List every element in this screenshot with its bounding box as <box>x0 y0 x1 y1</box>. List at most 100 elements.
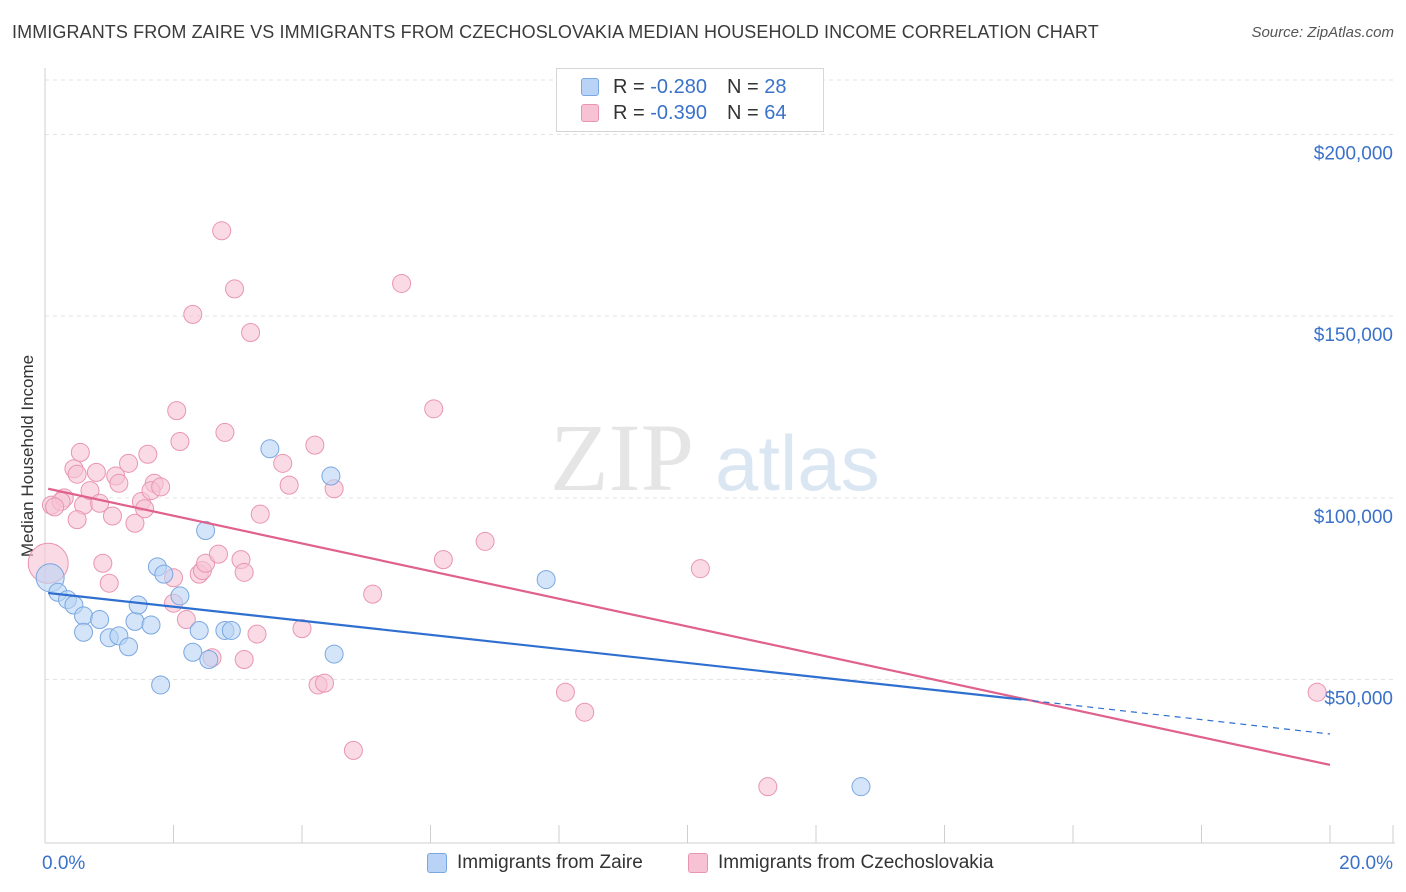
zaire-point <box>128 595 148 615</box>
czech-point <box>241 323 261 343</box>
czech-point <box>109 473 129 493</box>
legend-r-label: R = <box>613 101 645 124</box>
czech-point <box>250 504 270 524</box>
zaire-point <box>199 650 219 670</box>
legend-r-label: R = <box>613 75 645 98</box>
zaire-point <box>183 642 203 662</box>
bottom-legend-zaire-label: Immigrants from Zaire <box>457 852 643 873</box>
czech-point <box>392 273 412 293</box>
czech-point <box>475 531 495 551</box>
y-tick-label: $150,000 <box>1314 325 1393 346</box>
x-tick-label: 20.0% <box>1339 853 1393 874</box>
czech-point <box>555 682 575 702</box>
czech-point <box>70 442 90 462</box>
legend-swatch-zaire <box>581 78 599 96</box>
x-tick-label: 0.0% <box>42 853 85 874</box>
czech-point <box>758 777 778 797</box>
zaire-point <box>536 570 556 590</box>
bottom-swatch-czech <box>688 853 708 873</box>
legend-n-value-zaire: 28 <box>764 75 787 98</box>
czech-point <box>690 559 710 579</box>
czech-point <box>196 553 216 573</box>
grid <box>45 79 1395 680</box>
zaire-point <box>189 620 209 640</box>
czech-point <box>67 464 87 484</box>
bottom-legend-zaire: Immigrants from Zaire <box>427 852 643 874</box>
y-tick-label: $200,000 <box>1314 144 1393 165</box>
czech-point <box>225 279 245 299</box>
czech-point <box>575 702 595 722</box>
zaire-point <box>90 610 110 630</box>
czech-point <box>343 740 363 760</box>
zaire-point <box>141 615 161 635</box>
chart-title: IMMIGRANTS FROM ZAIRE VS IMMIGRANTS FROM… <box>12 22 1099 42</box>
czech-point <box>170 432 190 452</box>
y-tick-label: $100,000 <box>1314 507 1393 528</box>
trend-lines <box>47 487 1331 766</box>
zaire-point <box>170 586 190 606</box>
czech-point <box>102 506 122 526</box>
czech-point <box>138 444 158 464</box>
czech-point <box>279 475 299 495</box>
zaire-point <box>196 521 216 541</box>
legend-swatch-czech <box>581 104 599 122</box>
legend-r-value-czech: -0.390 <box>650 101 707 124</box>
czech-point <box>125 513 145 533</box>
zaire-point <box>151 675 171 695</box>
czech-point <box>93 553 113 573</box>
czech-point <box>208 544 228 564</box>
czech-point <box>86 462 106 482</box>
zaire-point <box>125 611 145 631</box>
zaire-point <box>221 620 241 640</box>
legend-row-zaire: R = -0.280 N = 28 <box>581 75 786 99</box>
czech-point <box>80 481 100 501</box>
czech-point <box>292 619 312 639</box>
czech-point <box>424 399 444 419</box>
czech-point <box>314 673 334 693</box>
czech-point <box>234 562 254 582</box>
czech-point <box>119 453 139 473</box>
legend-n-label: N = <box>726 101 759 124</box>
legend-r-value-zaire: -0.280 <box>650 75 707 98</box>
legend-n-value-czech: 64 <box>764 101 787 124</box>
legend-row-czech: R = -0.390 N = 64 <box>581 101 786 125</box>
series-zaire <box>35 439 871 797</box>
czech-point <box>45 497 65 517</box>
zaire-point <box>74 606 94 626</box>
czech-point <box>1307 682 1327 702</box>
y-tick-label: $50,000 <box>1324 689 1393 710</box>
legend-n-label: N = <box>726 75 759 98</box>
zaire-point <box>321 466 341 486</box>
bottom-swatch-zaire <box>427 853 447 873</box>
czech-point <box>273 453 293 473</box>
czech-point <box>433 550 453 570</box>
watermark-zip: ZIP <box>550 404 694 511</box>
czech-point <box>305 435 325 455</box>
czech-point <box>176 610 196 630</box>
zaire-trend-extension <box>1021 698 1331 735</box>
czech-point <box>212 221 232 241</box>
legend: R = -0.280 N = 28 R = -0.390 N = 64 <box>556 68 824 132</box>
axes <box>44 68 1395 844</box>
czech-point <box>67 510 87 530</box>
czech-point <box>151 477 171 497</box>
zaire-point <box>851 777 871 797</box>
watermark-atlas: atlas <box>715 419 880 507</box>
source-label: Source: ZipAtlas.com <box>1251 24 1394 41</box>
czech-point <box>183 304 203 324</box>
x-tick-labels: 0.0% 20.0% <box>42 853 1393 874</box>
y-tick-labels: $50,000 $100,000 $150,000 $200,000 <box>1314 144 1393 710</box>
czech-point <box>363 584 383 604</box>
watermark: ZIP atlas <box>550 404 880 511</box>
czech-trend-line <box>47 487 1331 766</box>
czech-point <box>167 401 187 421</box>
zaire-point <box>119 637 139 657</box>
zaire-trend-line <box>48 591 1022 701</box>
czech-point <box>247 624 267 644</box>
czech-point <box>234 650 254 670</box>
czech-point <box>215 422 235 442</box>
bottom-legend-czech: Immigrants from Czechoslovakia <box>688 852 994 874</box>
zaire-point <box>154 564 174 584</box>
bottom-legend-czech-label: Immigrants from Czechoslovakia <box>718 852 994 873</box>
